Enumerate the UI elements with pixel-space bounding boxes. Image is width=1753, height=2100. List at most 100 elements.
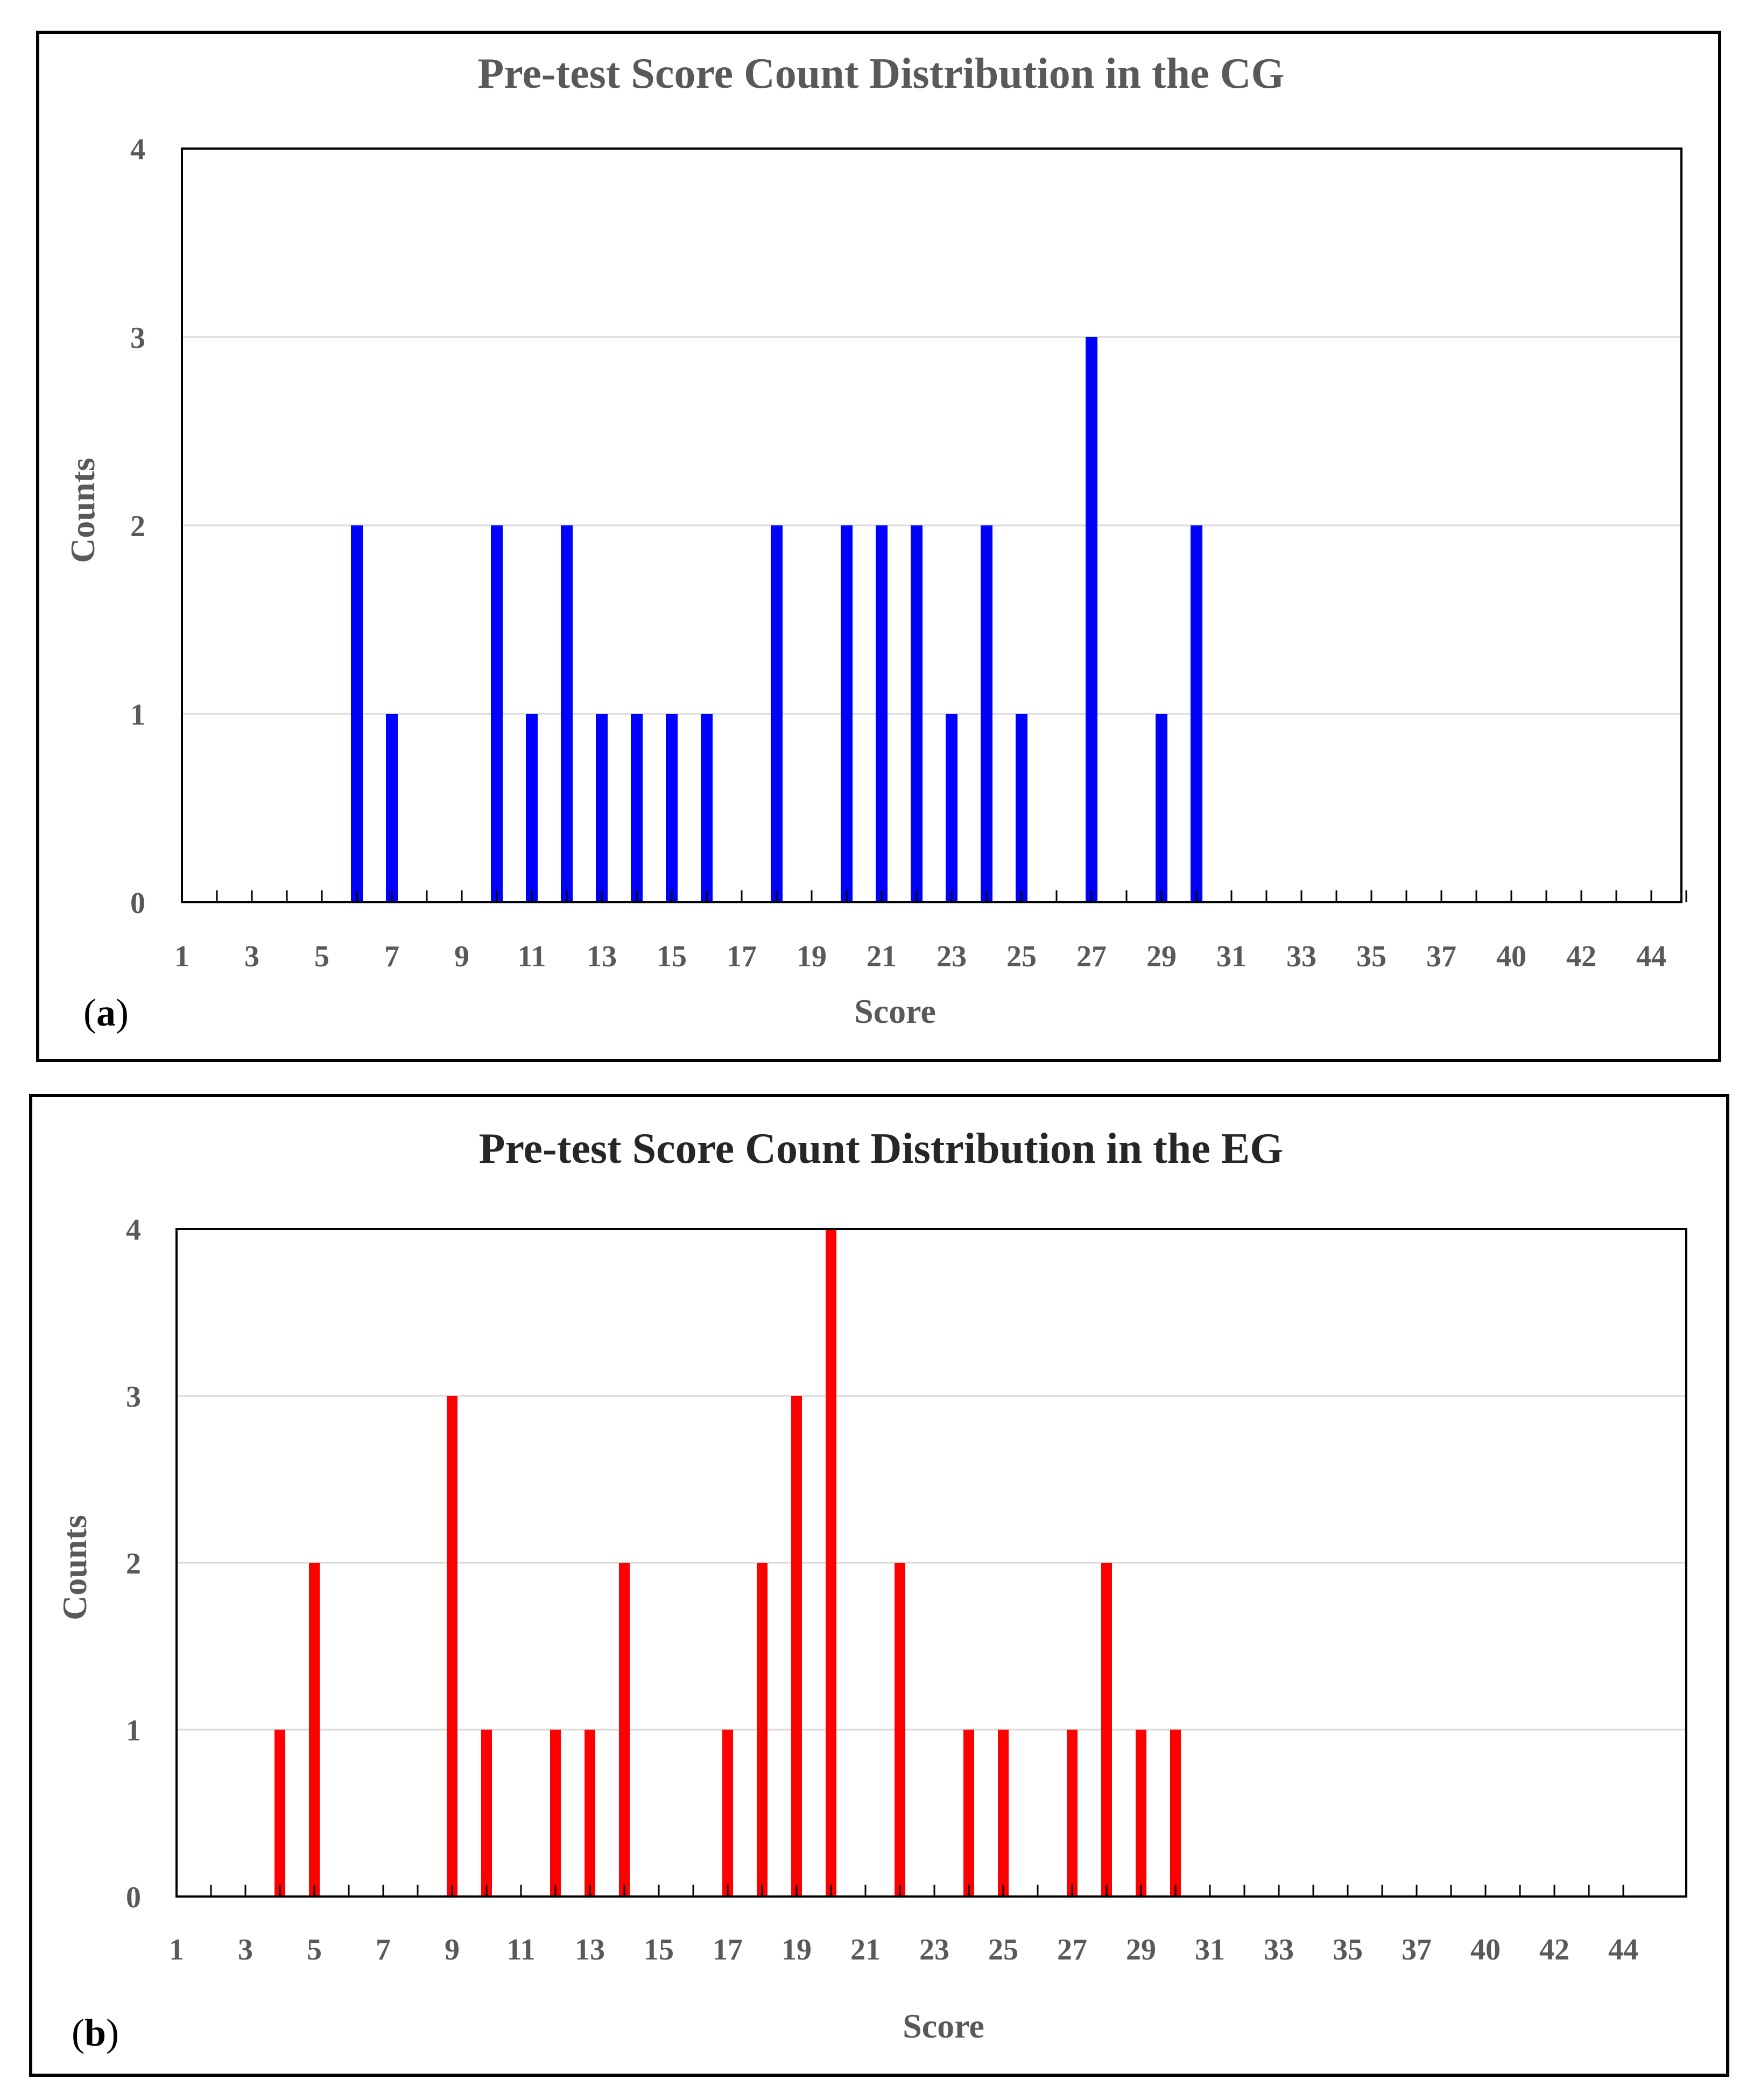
chart-title-eg: Pre-test Score Count Distribution in the…	[479, 1125, 1284, 1172]
y-tick-label-eg: 3	[126, 1380, 141, 1414]
y-tick-labels-eg: 0 1 2 3 4	[126, 1213, 141, 1914]
y-tick-label-eg: 0	[126, 1881, 141, 1914]
bar-cg-score-25	[1016, 714, 1027, 902]
panel-letter-a: a	[96, 991, 116, 1034]
x-tick-label-eg: 21	[850, 1933, 881, 1966]
bar-cg-score-20	[841, 525, 853, 902]
panel-frame-cg	[36, 31, 1721, 1062]
x-tick-label-eg: 13	[575, 1933, 605, 1966]
bar-eg-score-24	[963, 1730, 974, 1897]
bar-eg-score-13	[585, 1730, 595, 1897]
y-tick-label-cg: 2	[130, 510, 145, 543]
x-tick-marks-cg	[181, 890, 1687, 902]
bar-cg-score-23	[946, 714, 958, 902]
bar-cg-score-27	[1086, 337, 1097, 902]
x-tick-label-eg: 40	[1470, 1933, 1501, 1966]
x-tick-label-eg: 17	[713, 1933, 743, 1966]
bar-cg-score-10	[491, 525, 503, 902]
bar-cg-score-30	[1191, 525, 1202, 902]
bar-cg-score-16	[701, 714, 713, 902]
y-tick-label-cg: 1	[130, 698, 145, 732]
bar-eg-score-25	[998, 1730, 1009, 1897]
x-tick-label-eg: 29	[1126, 1933, 1156, 1966]
x-tick-labels-cg: 1 3 5 7 9 11 13 15 17 19 21 23 25 27 29 31 33 35 37 40 42 44	[174, 940, 1666, 973]
x-tick-label-eg: 42	[1539, 1933, 1569, 1966]
x-tick-label-eg: 5	[307, 1933, 322, 1966]
x-tick-label-cg: 3	[244, 940, 259, 973]
bar-eg-score-29	[1136, 1730, 1146, 1897]
x-tick-label-cg: 5	[314, 940, 329, 973]
bar-eg-score-12	[550, 1730, 561, 1897]
bar-cg-score-14	[631, 714, 643, 902]
x-tick-label-eg: 3	[238, 1933, 253, 1966]
x-tick-labels-eg: 1 3 5 7 9 11 13 15 17 19 21 23 25 27 29 31 33 35 37 40 42 44	[169, 1933, 1638, 1966]
bar-cg-score-29	[1156, 714, 1167, 902]
x-tick-label-eg: 31	[1195, 1933, 1225, 1966]
x-tick-label-cg: 27	[1076, 940, 1107, 973]
bar-cg-score-6	[351, 525, 363, 902]
bar-eg-score-22	[895, 1563, 905, 1897]
y-axis-label-eg: Counts	[55, 1515, 94, 1620]
x-tick-label-cg: 11	[518, 940, 546, 973]
bar-cg-score-24	[981, 525, 992, 902]
x-tick-label-eg: 23	[919, 1933, 949, 1966]
y-tick-labels-cg: 0 1 2 3 4	[130, 133, 145, 920]
x-tick-label-cg: 7	[384, 940, 399, 973]
bar-cg-score-11	[526, 714, 538, 902]
x-tick-label-cg: 31	[1216, 940, 1247, 973]
chart-title-cg: Pre-test Score Count Distribution in the…	[477, 50, 1284, 97]
x-tick-label-cg: 13	[587, 940, 617, 973]
bar-cg-score-12	[561, 525, 573, 902]
x-tick-label-eg: 1	[169, 1933, 184, 1966]
x-tick-label-eg: 44	[1608, 1933, 1638, 1966]
x-tick-label-cg: 25	[1006, 940, 1037, 973]
x-tick-label-cg: 44	[1636, 940, 1666, 973]
chart-panel-cg: Pre-test Score Count Distribution in the…	[36, 31, 1721, 1062]
x-tick-label-cg: 1	[174, 940, 189, 973]
panel-frame-eg	[29, 1094, 1729, 2077]
bars-eg	[274, 1229, 1181, 1897]
plot-area-eg	[175, 1228, 1687, 1898]
x-tick-label-eg: 27	[1057, 1933, 1087, 1966]
panel-letter-b: b	[85, 2011, 106, 2054]
x-tick-label-cg: 9	[454, 940, 469, 973]
bar-cg-score-15	[666, 714, 678, 902]
x-tick-label-eg: 15	[644, 1933, 674, 1966]
gridlines-eg	[177, 1395, 1686, 1731]
panel-label-b: (b)	[72, 2011, 119, 2054]
gridlines-cg	[182, 336, 1681, 715]
bar-eg-score-10	[481, 1730, 492, 1897]
bar-cg-score-13	[596, 714, 608, 902]
x-tick-label-cg: 37	[1426, 940, 1456, 973]
bar-eg-score-27	[1067, 1730, 1078, 1897]
bar-cg-score-7	[386, 714, 398, 902]
x-tick-label-eg: 25	[988, 1933, 1018, 1966]
x-tick-label-eg: 35	[1333, 1933, 1363, 1966]
x-tick-label-cg: 23	[937, 940, 967, 973]
bar-cg-score-21	[876, 525, 888, 902]
bar-cg-score-22	[911, 525, 923, 902]
bar-eg-score-30	[1170, 1730, 1181, 1897]
x-tick-label-cg: 35	[1356, 940, 1386, 973]
y-tick-label-eg: 2	[126, 1547, 141, 1581]
bar-eg-score-4	[274, 1730, 285, 1897]
y-axis-label-cg: Counts	[64, 458, 102, 563]
x-tick-label-cg: 15	[657, 940, 687, 973]
x-tick-label-eg: 19	[782, 1933, 812, 1966]
bar-eg-score-20	[826, 1229, 836, 1897]
bar-eg-score-18	[757, 1563, 768, 1897]
x-tick-marks-eg	[175, 1885, 1624, 1897]
x-tick-label-cg: 21	[867, 940, 897, 973]
y-tick-label-cg: 3	[130, 321, 145, 355]
x-tick-label-cg: 42	[1566, 940, 1596, 973]
plot-area-cg	[181, 148, 1682, 903]
x-tick-label-cg: 40	[1496, 940, 1526, 973]
bar-eg-score-19	[791, 1396, 802, 1897]
bar-cg-score-18	[771, 525, 783, 902]
x-tick-label-cg: 29	[1146, 940, 1177, 973]
y-tick-label-eg: 1	[126, 1714, 141, 1747]
bars-cg	[351, 337, 1202, 902]
x-tick-label-eg: 11	[507, 1933, 536, 1966]
x-tick-label-eg: 37	[1402, 1933, 1432, 1966]
